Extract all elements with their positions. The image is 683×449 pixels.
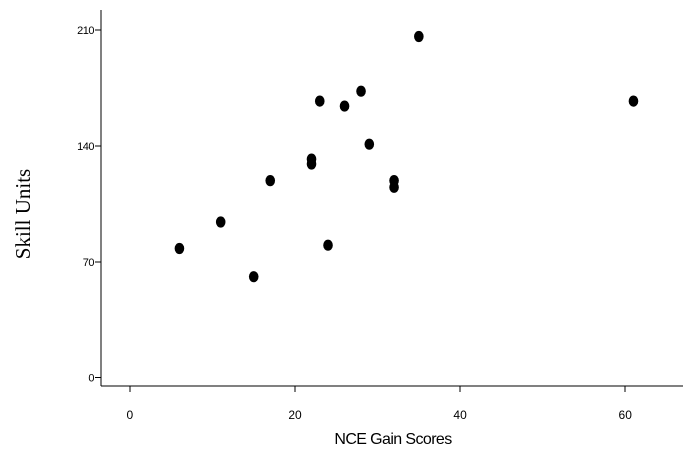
x-tick-label: 0	[127, 408, 134, 422]
data-point	[389, 175, 399, 187]
data-points	[174, 30, 639, 283]
y-tick-label: 0	[88, 373, 94, 385]
data-point	[306, 153, 317, 165]
data-point	[339, 100, 350, 112]
data-point	[356, 85, 366, 97]
data-point	[414, 30, 424, 43]
data-point	[323, 239, 333, 251]
data-point	[314, 95, 325, 107]
data-point	[265, 175, 276, 187]
data-point	[248, 271, 259, 283]
data-point	[215, 216, 226, 228]
y-axis: 0 70 140 210	[77, 10, 102, 386]
data-point	[174, 242, 185, 255]
x-axis: 0 20 40 60	[101, 385, 683, 422]
x-tick-label: 40	[453, 408, 467, 422]
x-axis-title: NCE Gain Scores	[334, 431, 452, 448]
y-tick-label: 70	[83, 257, 95, 269]
x-tick-label: 20	[288, 408, 302, 422]
y-tick-label: 140	[77, 141, 94, 153]
x-tick-label: 60	[619, 408, 633, 422]
data-point	[628, 95, 639, 107]
y-tick-label: 210	[77, 25, 94, 37]
data-point	[364, 138, 375, 150]
y-axis-title: Skill Units	[11, 169, 35, 259]
